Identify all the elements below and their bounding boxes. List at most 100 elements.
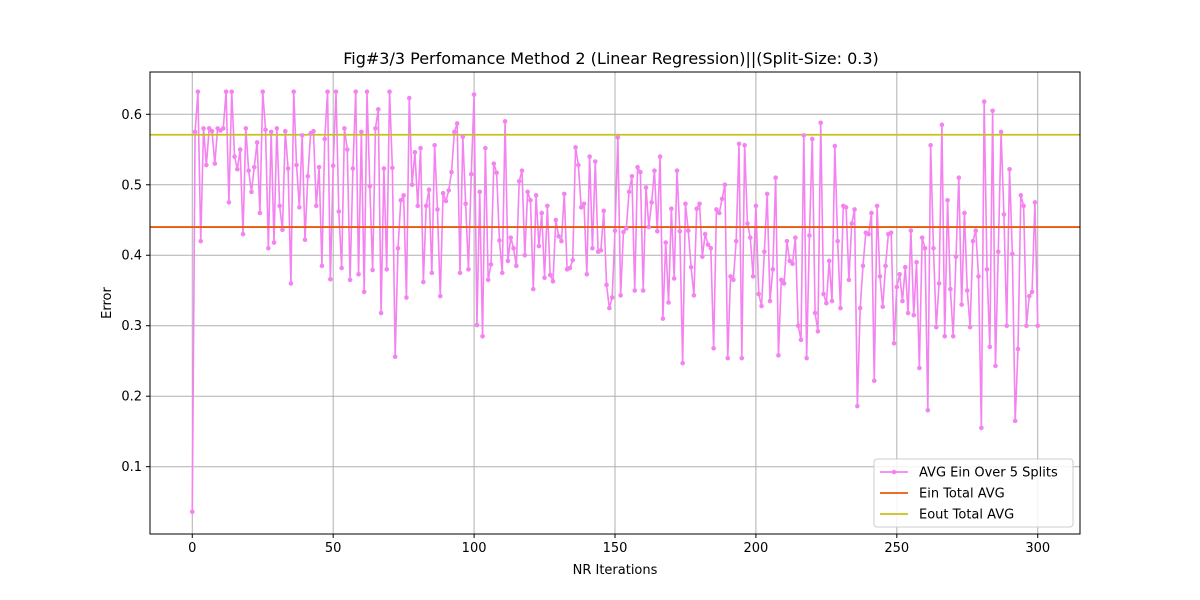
data-point xyxy=(826,258,832,264)
data-point xyxy=(807,233,812,238)
data-point xyxy=(576,162,581,168)
data-point xyxy=(378,310,384,316)
data-point xyxy=(246,168,251,173)
data-point xyxy=(590,245,595,251)
data-point xyxy=(615,135,621,140)
data-point xyxy=(516,178,522,184)
data-point xyxy=(1010,251,1015,257)
data-point xyxy=(280,227,285,233)
legend-label: Eout Total AVG xyxy=(919,508,1014,523)
data-point xyxy=(254,140,260,145)
data-point xyxy=(418,145,423,151)
data-point xyxy=(993,363,998,369)
data-point xyxy=(846,277,852,283)
data-point xyxy=(342,126,347,131)
data-point xyxy=(736,141,742,147)
data-point xyxy=(776,353,781,358)
data-point xyxy=(705,242,711,247)
data-point xyxy=(505,258,511,264)
data-point xyxy=(747,235,753,240)
data-point xyxy=(950,334,956,339)
data-point xyxy=(435,207,440,212)
data-point xyxy=(412,150,418,155)
data-point xyxy=(522,252,528,258)
data-point xyxy=(773,175,778,181)
data-point xyxy=(223,89,229,95)
data-point xyxy=(795,323,801,329)
data-point xyxy=(824,300,829,306)
data-point xyxy=(835,238,840,244)
data-point xyxy=(1032,200,1038,205)
data-point xyxy=(860,263,866,269)
data-point xyxy=(643,185,649,190)
data-point xyxy=(894,284,900,290)
data-point xyxy=(739,355,745,361)
data-point xyxy=(759,303,764,309)
data-point xyxy=(545,203,550,209)
data-point xyxy=(874,203,880,209)
data-point xyxy=(866,231,871,237)
data-point xyxy=(928,143,933,148)
y-tick-label: 0.4 xyxy=(121,249,142,264)
data-point xyxy=(812,310,818,316)
data-point xyxy=(336,209,342,214)
data-point xyxy=(1012,418,1018,424)
data-point xyxy=(629,174,635,179)
data-point xyxy=(409,182,415,188)
data-point xyxy=(556,233,561,239)
data-point xyxy=(849,221,855,226)
y-tick-label: 0.3 xyxy=(121,319,142,334)
data-point xyxy=(235,166,240,172)
data-point xyxy=(764,191,770,197)
data-point xyxy=(984,267,990,272)
data-point xyxy=(260,89,266,95)
data-point xyxy=(607,305,612,311)
data-point xyxy=(370,267,375,273)
data-point xyxy=(502,119,508,124)
data-point xyxy=(1026,293,1032,299)
data-point xyxy=(288,281,294,286)
y-axis-label: Error xyxy=(100,287,115,319)
data-point xyxy=(373,126,378,131)
data-point xyxy=(888,230,894,235)
data-point xyxy=(936,281,942,286)
data-point xyxy=(798,337,804,343)
data-point xyxy=(392,354,398,360)
y-tick-label: 0.6 xyxy=(121,108,142,123)
x-tick-label: 200 xyxy=(743,541,768,556)
data-point xyxy=(209,128,215,134)
data-point xyxy=(282,128,288,134)
data-point xyxy=(635,164,640,170)
data-point xyxy=(291,89,297,95)
data-point xyxy=(959,302,964,307)
data-point xyxy=(497,238,502,243)
data-point xyxy=(344,147,350,152)
data-point xyxy=(297,205,302,210)
data-point xyxy=(311,128,316,134)
data-point xyxy=(815,329,821,334)
data-point xyxy=(268,129,274,135)
data-point xyxy=(240,231,246,237)
data-point xyxy=(1021,203,1026,209)
data-point xyxy=(485,277,491,283)
data-point xyxy=(995,249,1001,255)
x-axis-label: NR Iterations xyxy=(573,563,658,578)
data-point xyxy=(618,293,623,298)
data-point xyxy=(731,277,736,283)
data-point xyxy=(243,126,249,131)
data-point xyxy=(838,305,843,311)
data-point xyxy=(201,126,206,131)
data-point xyxy=(962,210,967,216)
data-point xyxy=(561,191,567,197)
data-point xyxy=(883,263,888,269)
data-point xyxy=(426,187,432,192)
data-point xyxy=(387,89,392,95)
data-point xyxy=(249,189,254,195)
data-point xyxy=(375,107,381,112)
data-point xyxy=(942,334,948,339)
data-point xyxy=(519,168,525,173)
data-point xyxy=(237,147,243,152)
data-point xyxy=(654,228,660,234)
data-point xyxy=(691,293,697,298)
